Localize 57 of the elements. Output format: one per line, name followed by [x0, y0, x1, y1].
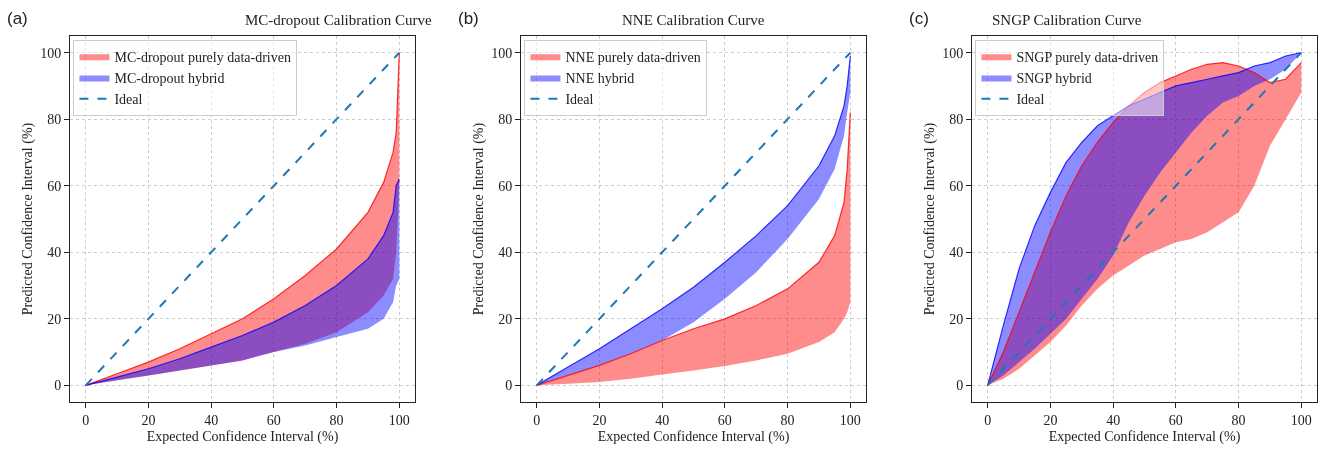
legend-label: NNE purely data-driven	[565, 49, 701, 65]
x-tick-label: 0	[82, 412, 90, 428]
x-tick-label: 40	[655, 412, 670, 428]
y-axis-title: Predicted Confidence Interval (%)	[19, 122, 36, 316]
x-axis-title: Expected Confidence Interval (%)	[1048, 429, 1241, 446]
x-tick-label: 20	[141, 412, 156, 428]
x-tick-label: 60	[1168, 412, 1183, 428]
x-tick-label: 20	[592, 412, 607, 428]
chart-title: MC-dropout Calibration Curve	[245, 12, 432, 28]
y-tick-label: 60	[498, 178, 513, 194]
legend-label: MC-dropout hybrid	[114, 70, 225, 86]
x-axis-title: Expected Confidence Interval (%)	[597, 429, 790, 446]
x-tick-label: 80	[780, 412, 795, 428]
x-tick-label: 100	[839, 412, 861, 428]
y-tick-label: 100	[491, 45, 513, 61]
y-tick-label: 20	[47, 311, 62, 327]
y-tick-label: 40	[47, 245, 62, 261]
text: (b)	[458, 9, 479, 28]
legend-label: SNGP purely data-driven	[1016, 49, 1159, 65]
chart-title: SNGP Calibration Curve	[992, 12, 1142, 28]
x-tick-label: 100	[388, 412, 410, 428]
y-tick-label: 80	[949, 112, 964, 128]
legend-label: NNE hybrid	[565, 70, 635, 86]
legend-label: SNGP hybrid	[1016, 70, 1092, 86]
y-tick-label: 0	[505, 378, 513, 394]
x-tick-label: 80	[329, 412, 344, 428]
y-tick-label: 100	[942, 45, 964, 61]
x-tick-label: 60	[717, 412, 732, 428]
y-tick-label: 40	[949, 245, 964, 261]
y-tick-label: 60	[47, 178, 62, 194]
legend-label: MC-dropout purely data-driven	[114, 49, 291, 65]
text: (c)	[909, 9, 929, 28]
y-tick-label: 0	[54, 378, 62, 394]
legend-label: Ideal	[565, 92, 594, 108]
y-tick-label: 0	[956, 378, 964, 394]
legend-label: Ideal	[1016, 92, 1045, 108]
y-tick-label: 80	[47, 112, 62, 128]
y-tick-label: 20	[498, 311, 513, 327]
x-tick-label: 20	[1043, 412, 1058, 428]
x-tick-label: 40	[1106, 412, 1121, 428]
y-tick-label: 80	[498, 112, 513, 128]
x-tick-label: 40	[204, 412, 219, 428]
y-tick-label: 60	[949, 178, 964, 194]
text: (a)	[7, 9, 28, 28]
y-tick-label: 100	[40, 45, 62, 61]
y-tick-label: 40	[498, 245, 513, 261]
x-tick-label: 100	[1290, 412, 1312, 428]
y-tick-label: 20	[949, 311, 964, 327]
x-tick-label: 0	[984, 412, 992, 428]
chart-title: NNE Calibration Curve	[622, 12, 765, 28]
x-tick-label: 60	[266, 412, 281, 428]
x-tick-label: 80	[1231, 412, 1246, 428]
x-tick-label: 0	[533, 412, 541, 428]
legend-label: Ideal	[114, 92, 143, 108]
x-axis-title: Expected Confidence Interval (%)	[146, 429, 339, 446]
y-axis-title: Predicted Confidence Interval (%)	[470, 122, 487, 316]
y-axis-title: Predicted Confidence Interval (%)	[921, 122, 938, 316]
